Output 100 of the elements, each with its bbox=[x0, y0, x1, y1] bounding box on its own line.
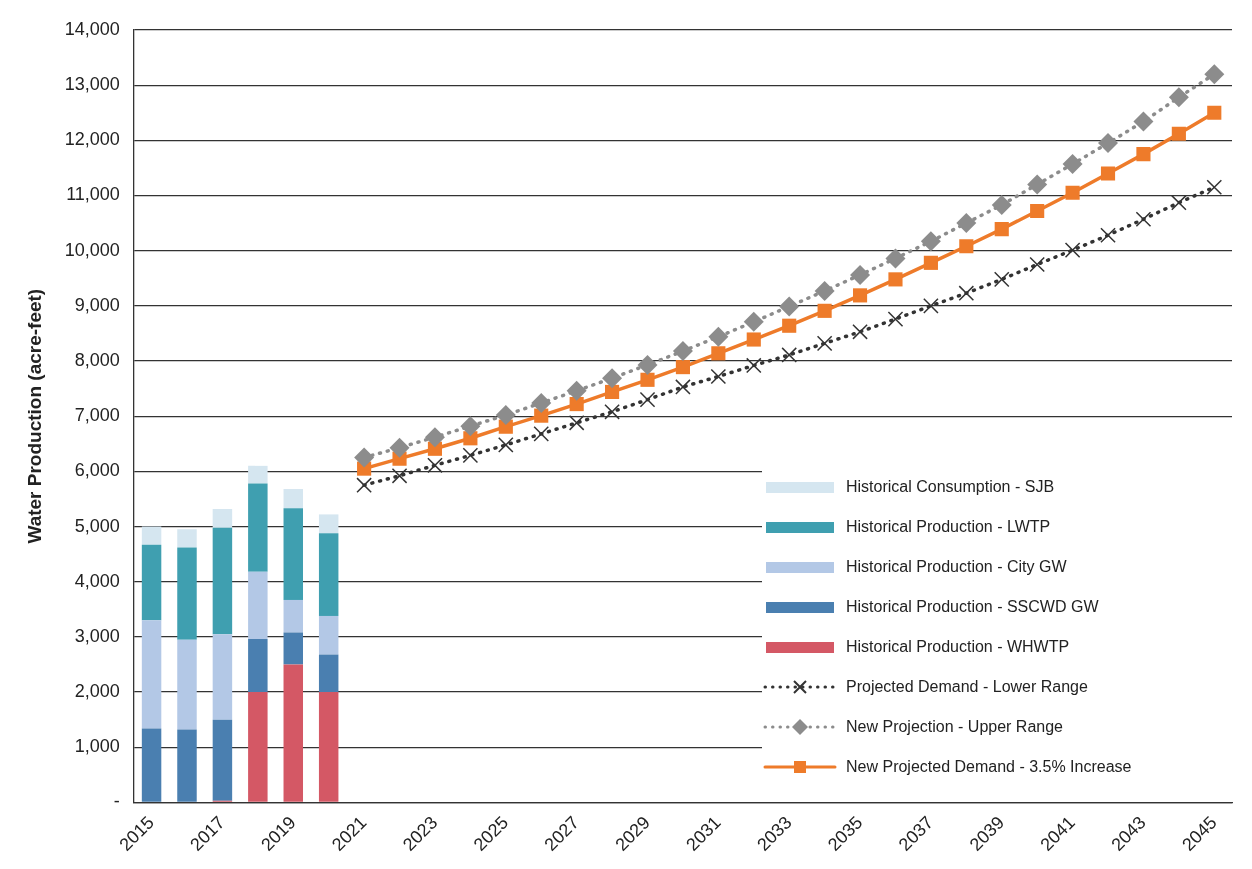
point bbox=[1133, 111, 1154, 132]
point bbox=[1062, 154, 1083, 175]
point bbox=[782, 318, 797, 333]
point bbox=[675, 360, 690, 375]
bar bbox=[318, 615, 339, 655]
point bbox=[993, 271, 1010, 288]
point bbox=[1029, 256, 1045, 273]
bar bbox=[318, 533, 339, 616]
point bbox=[391, 467, 408, 484]
bar bbox=[177, 729, 197, 802]
point bbox=[743, 311, 764, 332]
y-tick-label: 10,000 bbox=[64, 239, 120, 260]
point bbox=[920, 231, 941, 252]
y-tick-label: 7,000 bbox=[74, 405, 120, 426]
bar bbox=[141, 620, 162, 729]
point bbox=[495, 405, 516, 426]
y-tick-label: 6,000 bbox=[74, 460, 120, 481]
y-tick-label: 1,000 bbox=[74, 736, 120, 757]
point bbox=[923, 255, 938, 270]
point bbox=[531, 392, 552, 413]
bar bbox=[177, 547, 197, 640]
point bbox=[460, 416, 481, 437]
point bbox=[427, 457, 443, 474]
point bbox=[354, 447, 375, 468]
point bbox=[602, 368, 623, 389]
bar bbox=[141, 728, 162, 802]
bar bbox=[248, 465, 268, 484]
bar bbox=[318, 654, 339, 693]
legend-label: New Projection - Upper Range bbox=[846, 718, 1063, 737]
bar bbox=[212, 527, 233, 635]
point bbox=[887, 311, 904, 327]
legend-label: Historical Production - WHWTP bbox=[846, 638, 1070, 657]
bar bbox=[248, 692, 268, 802]
y-tick-label: 13,000 bbox=[64, 74, 120, 95]
point bbox=[1136, 147, 1151, 162]
legend-label: Historical Production - LWTP bbox=[846, 518, 1051, 537]
point bbox=[1171, 194, 1187, 211]
bar bbox=[141, 544, 162, 621]
point bbox=[885, 248, 906, 269]
y-tick-label: 3,000 bbox=[74, 625, 120, 646]
point bbox=[356, 477, 372, 493]
point bbox=[781, 347, 798, 363]
point bbox=[1100, 227, 1116, 244]
point bbox=[675, 379, 691, 395]
bar bbox=[248, 483, 268, 572]
bar bbox=[212, 508, 233, 528]
point bbox=[710, 368, 727, 385]
point bbox=[1030, 203, 1045, 219]
bar bbox=[318, 692, 339, 802]
point bbox=[568, 415, 585, 431]
point bbox=[708, 326, 729, 347]
point bbox=[852, 323, 868, 340]
legend-label: Historical Production - City GW bbox=[846, 558, 1067, 577]
point bbox=[462, 447, 479, 464]
point bbox=[958, 285, 975, 301]
bar bbox=[283, 632, 303, 665]
legend-label: Historical Production - SSCWD GW bbox=[846, 598, 1099, 617]
point bbox=[1065, 185, 1080, 200]
point bbox=[533, 426, 550, 442]
y-tick-label: 5,000 bbox=[74, 515, 120, 536]
y-tick-label: 8,000 bbox=[74, 350, 120, 370]
bar bbox=[283, 599, 303, 633]
point bbox=[639, 391, 656, 408]
bar bbox=[283, 508, 303, 600]
point bbox=[605, 384, 620, 399]
y-tick-label: 14,000 bbox=[64, 18, 120, 39]
point bbox=[814, 280, 835, 301]
legend-label: Historical Consumption - SJB bbox=[846, 478, 1055, 497]
y-tick-label: 2,000 bbox=[74, 681, 120, 702]
point bbox=[1168, 87, 1189, 108]
point bbox=[497, 437, 514, 453]
point bbox=[746, 332, 761, 347]
legend-label: New Projected Demand - 3.5% Increase bbox=[846, 758, 1132, 777]
bar bbox=[318, 514, 339, 534]
bar bbox=[248, 571, 268, 640]
point bbox=[779, 296, 800, 317]
point bbox=[1100, 166, 1116, 181]
point bbox=[852, 288, 868, 303]
point bbox=[923, 298, 939, 314]
point bbox=[1098, 133, 1119, 154]
bar bbox=[212, 719, 233, 801]
legend-label: Projected Demand - Lower Range bbox=[846, 678, 1088, 697]
bar bbox=[248, 639, 268, 693]
point bbox=[816, 335, 833, 352]
y-tick-label: 12,000 bbox=[64, 129, 120, 150]
bar bbox=[283, 664, 303, 802]
point bbox=[569, 397, 584, 412]
y-tick-label: - bbox=[113, 791, 120, 812]
point bbox=[959, 239, 974, 254]
point bbox=[1064, 242, 1081, 258]
point bbox=[888, 272, 903, 287]
point bbox=[389, 437, 410, 458]
point bbox=[956, 213, 977, 234]
point bbox=[672, 341, 693, 362]
point bbox=[991, 194, 1012, 215]
bar bbox=[141, 526, 162, 545]
point bbox=[1171, 126, 1186, 141]
bar bbox=[283, 489, 303, 509]
point bbox=[711, 346, 726, 361]
point bbox=[604, 403, 620, 420]
